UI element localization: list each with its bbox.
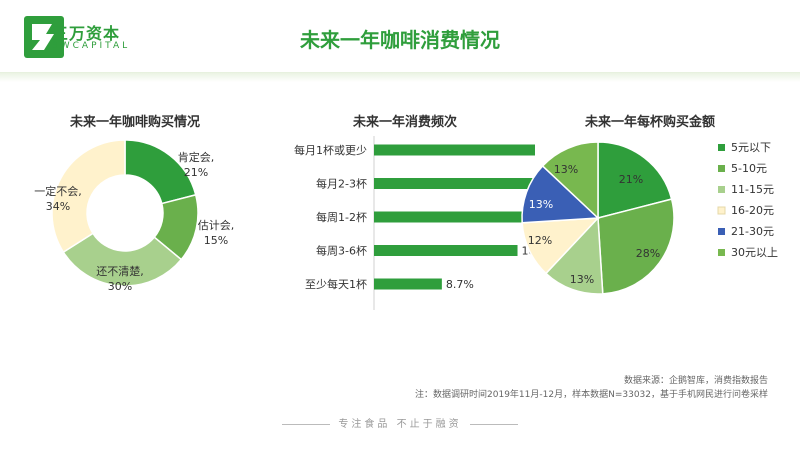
slice-label: 还不清楚, (96, 264, 144, 278)
brand-name: 三万资本 (52, 24, 121, 43)
donut-chart-purchase: 肯定会, 21% 估计会, 15% 还不清楚, 30% 一定不会, 34% (34, 139, 235, 293)
chart-title-frequency: 未来一年消费频次 (352, 115, 457, 130)
data-source: 数据来源：企鹅智库，消费指数报告 (623, 376, 768, 386)
bar-category-label: 至少每天1杯 (305, 277, 367, 291)
donut-slice (51, 139, 126, 254)
bar (374, 178, 535, 189)
pie-slice (541, 141, 599, 220)
slice-label: 估计会, (198, 219, 235, 232)
legend-label: 30元以上 (731, 246, 778, 259)
pie-slice (597, 198, 675, 295)
donut-slice (62, 232, 183, 287)
slogan-rule-left (282, 423, 331, 425)
slice-value-label: 12% (528, 234, 552, 247)
data-note: 注：数据调研时间2019年11月-12月，样本数据N=33032，基于手机网民进… (415, 390, 768, 400)
legend-swatch (718, 228, 725, 235)
chart-title-purchase: 未来一年咖啡购买情况 (69, 115, 200, 130)
bar-category-label: 每月2-3杯 (316, 177, 367, 191)
slice-value-label: 21% (184, 166, 208, 179)
slice-label: 一定不会, (34, 184, 82, 198)
slogan-text: 专注食品 不止于融资 (338, 419, 462, 430)
bar (374, 144, 535, 156)
legend-label: 5-10元 (731, 162, 767, 175)
slice-value-label: 34% (46, 200, 70, 213)
slogan: 专注食品 不止于融资 (0, 415, 800, 430)
slice-value-label: 15% (204, 234, 228, 247)
pie-chart-amount: 21% 28% 13% 12% 13% 13% 5元以下 5-10元 11-15元 16-20元 2… (521, 141, 778, 295)
legend-swatch (718, 249, 725, 256)
bar-category-label: 每周1-2杯 (316, 210, 367, 224)
chart-title-amount: 未来一年每杯购买金额 (584, 115, 715, 130)
legend-swatch (717, 206, 726, 215)
slice-value-label: 13% (570, 273, 594, 286)
pie-slice (544, 216, 604, 295)
legend-label: 16-20元 (731, 204, 774, 217)
bar-category-label: 每月1杯或更少 (294, 143, 367, 157)
bar (374, 211, 535, 223)
bar-value-label: 8.7% (446, 278, 474, 291)
slogan-rule-right (469, 423, 518, 425)
bar-category-label: 每周3-6杯 (316, 244, 367, 258)
legend-swatch (718, 165, 725, 172)
bar (374, 278, 442, 290)
slice-value-label: 28% (636, 247, 660, 260)
pie-slice (597, 141, 673, 219)
bar-chart-frequency: 每月1杯或更少24.0%每月2-3杯23.8%每周1-2杯25.1%每周3-6杯… (294, 136, 535, 310)
legend-swatch (718, 144, 725, 151)
slice-value-label: 30% (108, 280, 132, 293)
header-shade (0, 72, 800, 82)
slice-value-label: 13% (554, 163, 578, 176)
pie-slice (521, 164, 600, 224)
brand-subtitle: 3WCAPITAL (52, 41, 131, 51)
legend-label: 21-30元 (731, 225, 774, 238)
legend-swatch (718, 186, 725, 193)
legend-label: 5元以下 (731, 141, 771, 154)
slice-value-label: 21% (619, 173, 643, 186)
logo-icon (24, 16, 64, 58)
header: 三万资本 3WCAPITAL 未来一年咖啡消费情况 (0, 0, 800, 73)
bar (374, 245, 518, 256)
page-title: 未来一年咖啡消费情况 (300, 28, 500, 52)
legend-label: 11-15元 (731, 183, 774, 196)
slice-label: 肯定会, (178, 150, 215, 164)
slice-value-label: 13% (529, 198, 553, 211)
